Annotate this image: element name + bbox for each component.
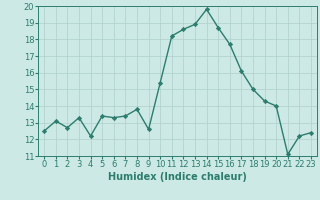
X-axis label: Humidex (Indice chaleur): Humidex (Indice chaleur): [108, 172, 247, 182]
